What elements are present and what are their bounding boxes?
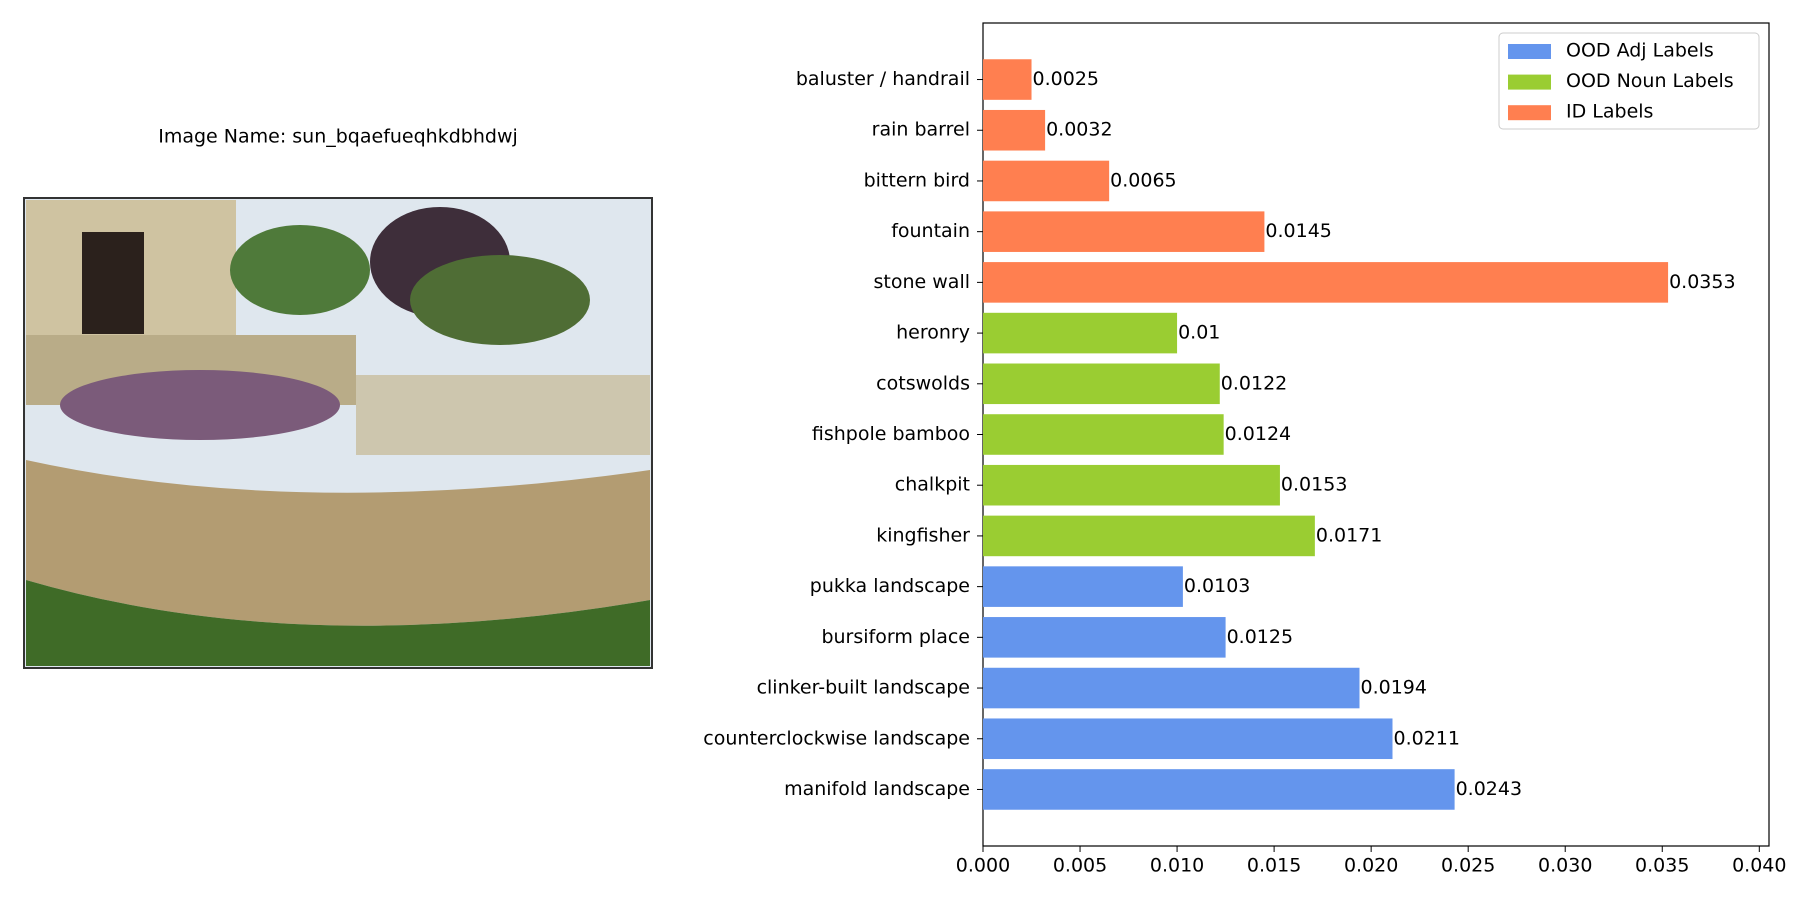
bar xyxy=(983,566,1183,607)
y-tick-label: manifold landscape xyxy=(784,778,970,800)
bar xyxy=(983,312,1178,354)
value-label: 0.0124 xyxy=(1225,423,1291,445)
y-tick-label: heronry xyxy=(896,322,970,344)
legend-swatch xyxy=(1508,44,1551,59)
y-tick-label: stone wall xyxy=(874,271,970,293)
legend-label: ID Labels xyxy=(1566,101,1653,123)
image-title: Image Name: sun_bqaefueqhkdbhdwj xyxy=(158,126,518,148)
value-label: 0.0145 xyxy=(1265,220,1331,242)
y-tick-label: bursiform place xyxy=(821,626,970,648)
y-tick-label: counterclockwise landscape xyxy=(703,727,970,749)
bar xyxy=(983,363,1220,405)
x-tick-label: 0.030 xyxy=(1538,855,1592,877)
bar xyxy=(983,414,1224,455)
legend-swatch xyxy=(1508,105,1551,121)
x-tick-label: 0.010 xyxy=(1150,855,1204,877)
bar xyxy=(983,262,1669,303)
bar xyxy=(983,109,1046,151)
y-tick-label: chalkpit xyxy=(895,474,970,496)
legend-label: OOD Adj Labels xyxy=(1566,40,1714,62)
y-tick-label: bittern bird xyxy=(864,169,970,191)
value-label: 0.0025 xyxy=(1033,68,1099,90)
bar xyxy=(983,515,1315,557)
bar xyxy=(983,211,1265,252)
value-label: 0.0153 xyxy=(1281,474,1347,496)
x-tick-label: 0.015 xyxy=(1247,855,1301,877)
value-label: 0.0032 xyxy=(1046,119,1112,141)
legend-swatch xyxy=(1508,74,1551,90)
value-label: 0.0194 xyxy=(1361,677,1427,699)
value-label: 0.0353 xyxy=(1669,271,1735,293)
x-tick-label: 0.035 xyxy=(1635,855,1689,877)
value-label: 0.0065 xyxy=(1110,169,1176,191)
value-label: 0.0243 xyxy=(1456,778,1522,800)
x-tick-label: 0.025 xyxy=(1441,855,1495,877)
value-label: 0.0103 xyxy=(1184,575,1250,597)
bar xyxy=(983,59,1032,100)
y-tick-label: fountain xyxy=(891,220,970,242)
y-tick-label: pukka landscape xyxy=(810,575,970,597)
y-tick-label: baluster / handrail xyxy=(796,68,970,90)
value-label: 0.0171 xyxy=(1316,524,1382,546)
y-tick-label: clinker-built landscape xyxy=(757,677,970,699)
x-tick-label: 0.000 xyxy=(956,855,1010,877)
y-tick-label: rain barrel xyxy=(872,119,970,141)
value-label: 0.0211 xyxy=(1393,727,1459,749)
legend-box xyxy=(1498,32,1760,130)
bar xyxy=(983,617,1226,658)
photo xyxy=(23,197,653,669)
bar xyxy=(983,464,1280,506)
y-tick-label: cotswolds xyxy=(876,372,970,394)
value-label: 0.0125 xyxy=(1227,626,1293,648)
bar xyxy=(983,718,1393,760)
bar xyxy=(983,160,1110,202)
value-label: 0.01 xyxy=(1178,322,1220,344)
x-tick-label: 0.040 xyxy=(1732,855,1786,877)
x-tick-label: 0.005 xyxy=(1053,855,1107,877)
y-tick-label: fishpole bamboo xyxy=(812,423,970,445)
value-label: 0.0122 xyxy=(1221,372,1287,394)
bar xyxy=(983,769,1455,810)
bar xyxy=(983,667,1360,709)
y-tick-label: kingfisher xyxy=(876,524,970,546)
legend-label: OOD Noun Labels xyxy=(1566,70,1734,92)
x-tick-label: 0.020 xyxy=(1344,855,1398,877)
